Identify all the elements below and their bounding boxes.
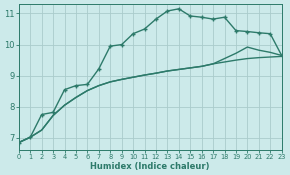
X-axis label: Humidex (Indice chaleur): Humidex (Indice chaleur): [90, 162, 210, 171]
